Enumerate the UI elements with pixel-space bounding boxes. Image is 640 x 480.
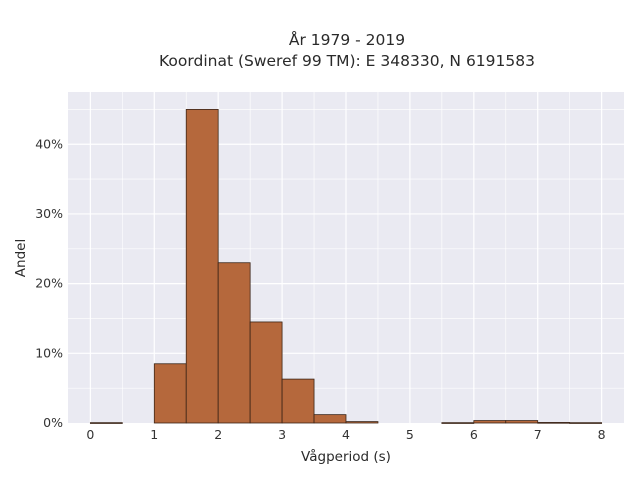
x-tick-label: 4 bbox=[342, 427, 350, 442]
histogram-bar bbox=[441, 422, 475, 424]
y-axis-ticks: 0% 10% 20% 30% 40% bbox=[35, 136, 63, 430]
histogram-bar bbox=[89, 422, 123, 424]
histogram-bar bbox=[185, 109, 219, 424]
y-tick-label: 20% bbox=[35, 276, 63, 291]
histogram-bar bbox=[473, 420, 507, 424]
grid-lines bbox=[68, 92, 624, 423]
y-tick-label: 10% bbox=[35, 345, 63, 360]
x-axis-ticks: 0 1 2 3 4 5 6 7 8 bbox=[86, 427, 605, 442]
histogram-bars bbox=[89, 109, 603, 424]
histogram-bar bbox=[569, 422, 603, 424]
x-tick-label: 7 bbox=[534, 427, 542, 442]
x-axis-label: Vågperiod (s) bbox=[301, 448, 391, 465]
histogram-bar bbox=[537, 422, 571, 424]
y-tick-label: 40% bbox=[35, 136, 63, 151]
x-tick-label: 0 bbox=[86, 427, 94, 442]
x-tick-label: 8 bbox=[598, 427, 606, 442]
histogram-bar bbox=[281, 378, 315, 424]
x-tick-label: 1 bbox=[150, 427, 158, 442]
histogram-bar bbox=[217, 262, 251, 424]
histogram-bar bbox=[345, 421, 379, 424]
histogram-bar bbox=[249, 321, 283, 424]
y-axis-label: Andel bbox=[13, 239, 29, 277]
chart-title-line2: Koordinat (Sweref 99 TM): E 348330, N 61… bbox=[159, 52, 535, 70]
histogram-bar bbox=[153, 363, 187, 424]
y-tick-label: 0% bbox=[43, 415, 63, 430]
x-tick-label: 3 bbox=[278, 427, 286, 442]
histogram-bar bbox=[505, 420, 539, 424]
y-tick-label: 30% bbox=[35, 206, 63, 221]
chart-title-line1: År 1979 - 2019 bbox=[289, 30, 405, 49]
x-tick-label: 6 bbox=[470, 427, 478, 442]
x-tick-label: 2 bbox=[214, 427, 222, 442]
x-tick-label: 5 bbox=[406, 427, 414, 442]
histogram-bar bbox=[313, 414, 347, 424]
